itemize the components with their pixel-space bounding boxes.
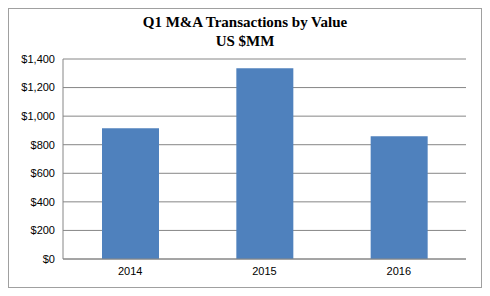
svg-text:$1,200: $1,200 bbox=[21, 81, 55, 93]
svg-text:$0: $0 bbox=[43, 253, 55, 265]
svg-text:2016: 2016 bbox=[387, 265, 411, 277]
svg-text:$200: $200 bbox=[31, 224, 55, 236]
html-text:US $MM: US $MM bbox=[215, 33, 275, 49]
svg-text:2014: 2014 bbox=[118, 265, 142, 277]
svg-text:$1,000: $1,000 bbox=[21, 110, 55, 122]
svg-text:$400: $400 bbox=[31, 196, 55, 208]
svg-text:$600: $600 bbox=[31, 167, 55, 179]
svg-text:2015: 2015 bbox=[252, 265, 276, 277]
svg-text:$1,400: $1,400 bbox=[21, 54, 55, 65]
html-text:Q1 M&A Transactions by Value: Q1 M&A Transactions by Value bbox=[142, 14, 348, 30]
svg-text:$800: $800 bbox=[31, 139, 55, 151]
